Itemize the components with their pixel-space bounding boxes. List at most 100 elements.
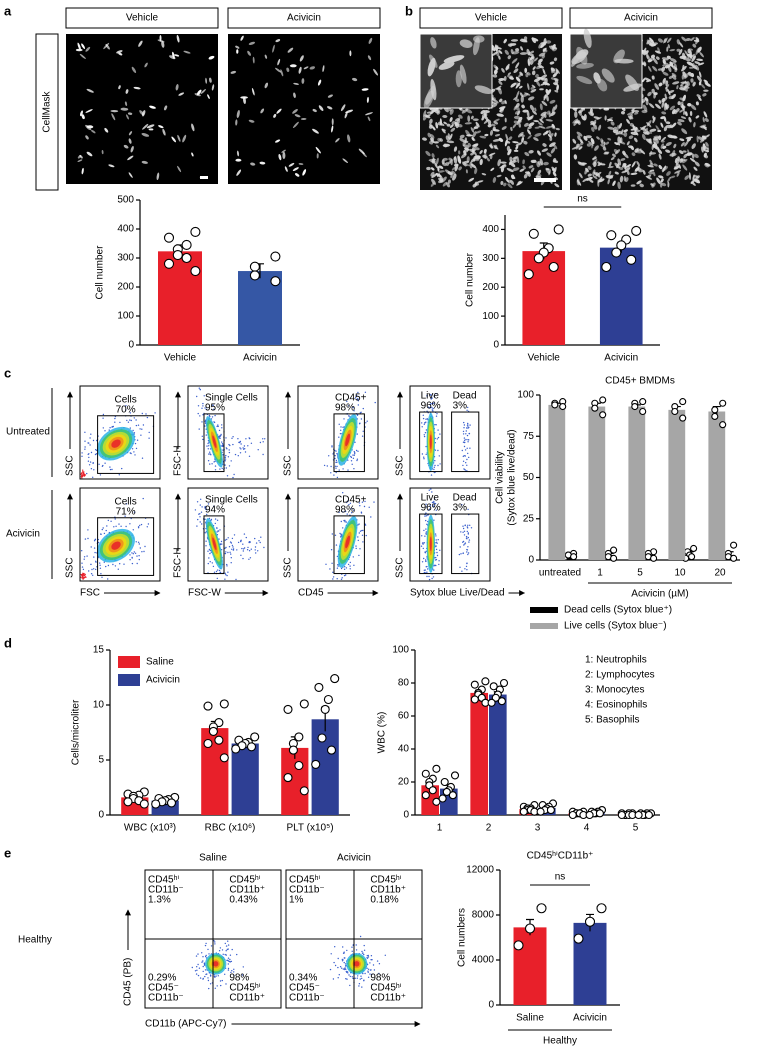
- flow-event: [264, 438, 266, 440]
- flow-event: [195, 973, 198, 975]
- flow-event: [107, 519, 110, 522]
- column-label: Vehicle: [475, 13, 508, 24]
- quadrant-label: 0.43%: [229, 895, 257, 906]
- flow-event: [216, 985, 218, 987]
- flow-event: [358, 983, 361, 985]
- cell: [172, 51, 175, 60]
- cell: [652, 136, 660, 141]
- cell: [657, 47, 661, 53]
- cell: [264, 54, 268, 59]
- flow-event: [191, 966, 193, 969]
- flow-event: [83, 556, 86, 558]
- cell: [688, 172, 691, 180]
- flow-event: [205, 942, 207, 945]
- flow-event: [213, 408, 215, 410]
- flow-event: [422, 417, 425, 420]
- flow-event: [466, 548, 468, 551]
- flow-event: [216, 531, 218, 533]
- cell: [427, 132, 432, 138]
- flow-event: [342, 968, 345, 970]
- cell: [653, 163, 658, 167]
- flow-event: [222, 953, 224, 955]
- flow-event: [332, 978, 335, 980]
- cell: [434, 161, 438, 169]
- cell: [553, 82, 559, 86]
- cell: [493, 64, 498, 69]
- flow-event: [87, 460, 90, 462]
- cell: [532, 110, 537, 115]
- flow-event: [372, 964, 375, 966]
- flow-event: [345, 521, 347, 523]
- data-point: [595, 809, 604, 818]
- flow-event: [464, 568, 466, 570]
- data-point: [548, 261, 559, 273]
- flow-event: [197, 412, 199, 415]
- flow-event: [207, 562, 209, 565]
- cell: [128, 138, 132, 144]
- cell: [235, 158, 242, 162]
- flow-event: [210, 945, 213, 947]
- cell: [623, 175, 627, 182]
- flow-event: [351, 976, 353, 978]
- cell: [208, 55, 215, 60]
- quadrant-label: CD11b⁻: [289, 885, 325, 896]
- flow-event: [213, 421, 216, 424]
- panel-letter: b: [405, 3, 413, 18]
- flow-event: [239, 447, 241, 449]
- flow-event: [106, 525, 108, 527]
- cell: [644, 127, 648, 135]
- flow-event: [211, 463, 213, 465]
- cell: [695, 39, 699, 45]
- flow-event: [436, 413, 438, 415]
- flow-event: [426, 565, 428, 568]
- cell: [422, 110, 427, 118]
- flow-event: [438, 563, 440, 566]
- cell: [662, 71, 669, 76]
- cell: [289, 64, 297, 68]
- flow-event: [93, 540, 96, 542]
- flow-event: [220, 433, 222, 436]
- flow-event: [467, 533, 469, 535]
- flow-event: [221, 444, 224, 447]
- flow-event: [337, 966, 339, 969]
- flow-event: [465, 537, 468, 539]
- cell: [367, 116, 371, 122]
- cell: [275, 67, 282, 73]
- flow-event: [102, 427, 105, 429]
- flow-event: [357, 398, 359, 401]
- flow-event: [222, 449, 224, 451]
- cell: [442, 143, 451, 148]
- data-point: [250, 732, 260, 742]
- flow-event: [129, 523, 131, 525]
- cell: [457, 156, 462, 164]
- flow-event: [205, 408, 208, 410]
- flow-event: [358, 532, 360, 534]
- y-tick-label: 0: [403, 810, 409, 821]
- cell: [510, 39, 519, 42]
- y-tick-label: 5: [98, 755, 104, 766]
- flow-event: [82, 471, 84, 473]
- flow-event: [83, 558, 85, 560]
- cell: [450, 127, 456, 132]
- cell: [695, 115, 700, 119]
- flow-event: [231, 544, 234, 547]
- cell: [680, 116, 687, 119]
- flow-event: [370, 955, 373, 957]
- cell: [671, 74, 677, 80]
- cell: [80, 110, 83, 117]
- cell: [703, 89, 709, 92]
- cell: [658, 82, 663, 87]
- y-axis-label: Cells/microliter: [71, 699, 82, 765]
- cell: [651, 144, 654, 150]
- cell: [436, 109, 441, 115]
- flow-event: [336, 465, 338, 468]
- flow-event: [227, 944, 230, 946]
- cell: [158, 125, 164, 129]
- flow-event: [422, 414, 424, 416]
- flow-event: [336, 578, 338, 580]
- flow-event: [433, 471, 435, 474]
- flow-event: [463, 439, 466, 441]
- flow-event: [427, 514, 429, 516]
- flow-event: [84, 576, 87, 578]
- flow-event: [225, 945, 228, 947]
